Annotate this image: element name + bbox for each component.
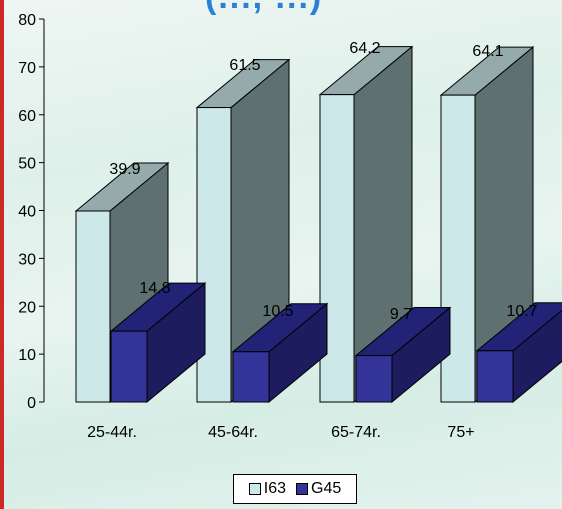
bar-i63-1-front: [196, 107, 232, 403]
y-tick-label: 70: [18, 60, 36, 77]
legend-label-i63: I63: [263, 480, 286, 497]
legend-swatch-g45: [296, 483, 308, 495]
data-label-g45: 9.7: [390, 306, 412, 323]
y-tick-label: 50: [18, 156, 36, 173]
data-label-i63: 39.9: [109, 161, 140, 178]
bar-g45-0-front: [110, 330, 148, 403]
bar-g45-2: [354, 306, 452, 404]
left-accent-stripe: [0, 0, 4, 509]
data-label-g45: 10.7: [506, 303, 537, 320]
y-tick-label: 10: [18, 347, 36, 364]
data-label-i63: 61.5: [229, 57, 260, 74]
data-label-i63: 64.1: [472, 43, 503, 60]
y-tick-label: 40: [18, 204, 36, 221]
bar-g45-3-front: [476, 350, 514, 403]
bar-g45-2-front: [355, 355, 393, 403]
chart-legend: I63 G45: [233, 474, 357, 504]
x-category-label: 25-44r.: [87, 424, 137, 441]
bar-i63-2: [318, 45, 414, 404]
y-tick-label: 20: [18, 299, 36, 316]
data-label-i63: 64.2: [349, 40, 380, 57]
x-category-label: 45-64r.: [208, 424, 258, 441]
bar-i63-0-front: [75, 210, 111, 403]
legend-label-g45: G45: [311, 480, 342, 497]
data-label-g45: 14.8: [139, 280, 170, 297]
legend-item-g45: G45: [296, 480, 341, 498]
data-label-g45: 10.5: [262, 303, 293, 320]
y-tick-label: 80: [18, 12, 36, 29]
legend-swatch-i63: [248, 483, 261, 495]
legend-item-i63: I63: [248, 480, 286, 498]
x-category-label: 65-74r.: [331, 424, 381, 441]
y-tick-label: 30: [18, 251, 36, 268]
y-tick-label: 0: [27, 395, 36, 412]
x-category-label: 75+: [447, 424, 474, 441]
bar-g45-3: [475, 302, 562, 404]
y-tick-label: 60: [18, 108, 36, 125]
title-fragment: (..., ...): [205, 0, 323, 17]
bar-g45-0: [109, 282, 207, 404]
bar-g45-1-front: [232, 351, 270, 403]
bar-g45-1: [231, 302, 329, 404]
